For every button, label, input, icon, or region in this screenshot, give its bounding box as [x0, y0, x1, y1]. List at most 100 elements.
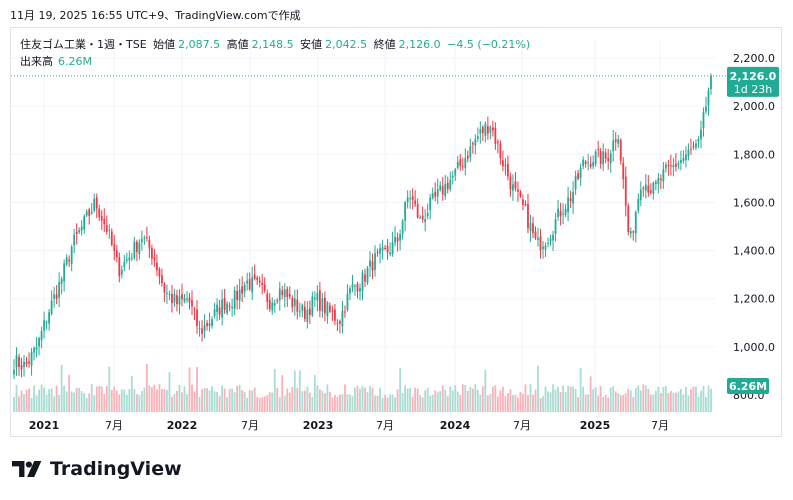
candle-body: [336, 323, 339, 325]
volume-bar: [524, 384, 527, 412]
volume-bar: [569, 386, 572, 412]
candle-body: [394, 236, 396, 243]
volume-bar: [697, 396, 700, 412]
candle-body: [298, 311, 301, 313]
candle-body: [238, 289, 241, 301]
volume-bar: [429, 395, 432, 412]
volume-bar: [226, 397, 229, 412]
volume-bar: [351, 396, 354, 412]
candle-body: [168, 294, 171, 296]
volume-bar: [55, 385, 58, 412]
price-tag-countdown: 1d 23h: [734, 83, 772, 96]
volume-bar: [83, 393, 86, 412]
candle-body: [386, 246, 389, 253]
candle-body: [451, 175, 454, 178]
candle-body: [103, 218, 106, 225]
candle-body: [587, 162, 590, 164]
candle-body: [547, 243, 549, 245]
snapshot-caption: 11月 19, 2025 16:55 UTC+9、TradingView.com…: [10, 9, 301, 22]
candle-body: [539, 236, 542, 251]
volume-bar: [344, 384, 346, 412]
volume-bar: [90, 384, 93, 412]
volume-bar: [318, 389, 321, 412]
candle-body: [326, 302, 329, 317]
candle-body: [486, 126, 489, 134]
candle-body: [356, 283, 359, 292]
candle-body: [479, 128, 482, 134]
candle-body: [93, 198, 96, 212]
candle-body: [241, 286, 244, 294]
candle-body: [426, 213, 429, 217]
candle-body: [674, 163, 677, 167]
volume-bar: [148, 385, 151, 412]
candle-body: [421, 215, 424, 220]
candle-body: [38, 338, 40, 347]
candle-body: [313, 297, 316, 300]
volume-bar: [251, 390, 254, 412]
x-tick-label: 2025: [580, 419, 611, 432]
volume-bar: [371, 387, 374, 412]
volume-bar: [218, 396, 221, 412]
candle-body: [401, 220, 404, 234]
volume-bar: [196, 366, 198, 412]
volume-bar: [166, 390, 168, 412]
high-label: 高値: [226, 38, 249, 51]
volume-bar: [150, 387, 153, 412]
volume-bar: [512, 395, 514, 412]
volume-bar: [389, 394, 391, 412]
volume-bar: [18, 396, 20, 412]
tradingview-logo[interactable]: TradingView: [12, 458, 182, 480]
candle-body: [371, 261, 374, 271]
chart-frame[interactable]: [10, 27, 782, 437]
candle-body: [702, 112, 705, 129]
open-value: 2,087.5: [178, 38, 221, 51]
candle-body: [389, 252, 391, 255]
volume-bar: [652, 394, 655, 412]
volume-bar: [479, 394, 482, 412]
candle-body: [604, 152, 607, 159]
volume-bar: [664, 386, 667, 412]
candle-body: [537, 238, 539, 240]
volume-bar: [632, 396, 635, 412]
volume-bar: [456, 391, 459, 412]
candle-body: [176, 295, 178, 305]
volume-bar: [544, 386, 547, 412]
candle-body: [110, 231, 113, 246]
candle-body: [459, 159, 462, 166]
volume-bar: [63, 385, 66, 412]
volume-bar: [356, 385, 359, 412]
volume-bar: [156, 389, 158, 412]
candle-body: [687, 149, 690, 157]
volume-bar: [507, 393, 509, 412]
candle-body: [619, 140, 622, 161]
candle-body: [436, 189, 439, 197]
candle-body: [115, 250, 118, 258]
candle-body: [346, 293, 349, 310]
volume-bar: [464, 384, 467, 412]
candle-body: [211, 319, 213, 326]
candle-body: [654, 181, 657, 185]
volume-bar: [659, 393, 662, 412]
candle-body: [599, 151, 602, 164]
volume-bar: [411, 396, 414, 412]
candle-body: [105, 225, 108, 232]
candle-body: [28, 361, 30, 364]
candle-body: [446, 182, 449, 190]
candle-body: [293, 298, 296, 307]
volume-bar: [441, 385, 444, 412]
volume-bar: [529, 384, 532, 412]
candle-body: [100, 216, 103, 221]
volume-bar: [384, 394, 386, 412]
candle-body: [519, 191, 522, 197]
candle-body: [48, 312, 51, 324]
candle-body: [216, 304, 218, 313]
volume-bar: [466, 391, 469, 412]
candle-body: [153, 256, 156, 261]
candle-body: [349, 288, 351, 294]
volume-bar: [459, 395, 462, 412]
candle-body: [150, 248, 153, 259]
volume-bar: [622, 394, 625, 412]
candle-body: [191, 300, 193, 307]
candle-body: [208, 323, 211, 327]
